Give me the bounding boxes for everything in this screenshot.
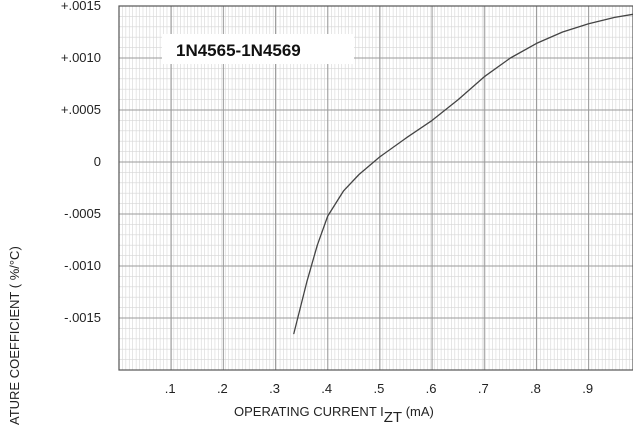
x-tick-label: .2 [217, 381, 228, 396]
y-tick-label: +.0015 [61, 0, 101, 13]
grid [119, 5, 633, 370]
y-axis-ticks: +.0015 +.0010 +.0005 0 -.0005 -.0010 -.0015 [61, 0, 101, 325]
y-tick-label: -.0010 [64, 258, 101, 273]
x-tick-label: .5 [373, 381, 384, 396]
x-axis-label-subscript: ZT [384, 409, 402, 426]
chart-title-box: 1N4565-1N4569 [162, 34, 354, 64]
y-tick-label: 0 [94, 154, 101, 169]
y-tick-label: +.0010 [61, 50, 101, 65]
y-tick-label: -.0005 [64, 206, 101, 221]
y-tick-label: -.0015 [64, 310, 101, 325]
series-layer [293, 13, 633, 335]
plot-frame [118, 5, 633, 371]
x-axis-label-main: OPERATING CURRENT I [234, 404, 384, 419]
x-tick-label: .4 [321, 381, 332, 396]
x-axis-ticks: .1 .2 .3 .4 .5 .6 .7 .8 .9 [165, 381, 593, 396]
x-tick-label: .1 [165, 381, 176, 396]
x-tick-label: .9 [582, 381, 593, 396]
series-line-1 [293, 13, 633, 335]
x-tick-label: .8 [530, 381, 541, 396]
x-axis-label-unit: (mA) [402, 404, 434, 419]
x-axis-label: OPERATING CURRENT IZT (mA) [234, 404, 434, 426]
y-tick-label: +.0005 [61, 102, 101, 117]
x-tick-label: .6 [426, 381, 437, 396]
chart-title: 1N4565-1N4569 [176, 41, 301, 60]
x-tick-label: .7 [478, 381, 489, 396]
chart-title-background [162, 34, 354, 64]
y-axis-label: ATURE COEFFICIENT ( %/°C) [7, 246, 22, 425]
x-tick-label: .3 [269, 381, 280, 396]
